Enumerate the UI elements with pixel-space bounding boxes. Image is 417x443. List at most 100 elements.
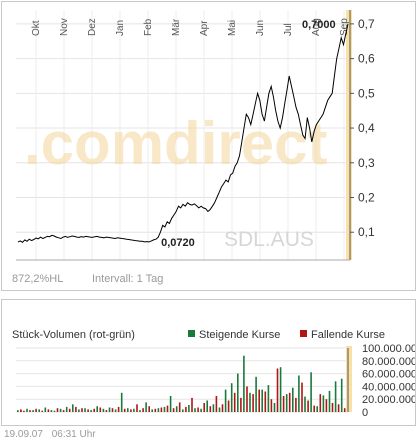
volume-bar-up — [90, 410, 92, 412]
volume-bar-up — [84, 408, 86, 412]
y-tick-label: 20.000.000 — [362, 394, 415, 406]
volume-bar-up — [328, 390, 331, 412]
volume-bar-up — [17, 410, 19, 412]
volume-bar-up — [72, 404, 74, 412]
volume-bar-down — [68, 408, 71, 412]
volume-bar-up — [194, 408, 196, 412]
month-label: Jul — [283, 23, 294, 36]
volume-bar-down — [337, 404, 340, 412]
volume-bar-down — [282, 396, 285, 412]
volume-bar-up — [175, 406, 178, 412]
price-chart: 0,7 0,6 0,5 0,4 0,3 0,2 0,1 Okt Nov Dez Jan Feb Mär A… — [12, 10, 375, 285]
volume-bar-down — [307, 400, 309, 412]
volume-bar-up — [273, 403, 276, 412]
volume-bar-up — [114, 409, 117, 412]
volume-bar-down — [221, 404, 224, 412]
y-tick-label: 60.000.000 — [362, 369, 415, 381]
volume-bar-up — [139, 410, 141, 412]
volume-bar-up — [157, 408, 160, 412]
volume-bar-down — [29, 410, 31, 412]
volume-bar-up — [316, 406, 318, 412]
volume-bar-up — [96, 406, 98, 412]
watermark: .comdirect — [24, 110, 327, 177]
volume-bar-down — [142, 408, 144, 412]
month-label: Jun — [255, 20, 266, 36]
volume-bar-down — [191, 397, 193, 412]
low-price-label: 0,0720 — [161, 237, 195, 249]
volume-bar-down — [319, 394, 322, 412]
volume-bar-down — [47, 409, 50, 412]
volume-bar-down — [331, 403, 334, 412]
volume-bar-up — [261, 389, 263, 412]
volume-bar-down — [203, 403, 205, 412]
interval-label: Intervall: 1 Tag — [92, 273, 163, 285]
volume-bar-down — [123, 408, 126, 412]
volume-bar-up — [145, 402, 147, 412]
footer-timestamp: 19.09.07 06:31 Uhr — [4, 429, 102, 440]
volume-bar-down — [215, 396, 218, 412]
month-label: Mär — [171, 18, 182, 36]
volume-bar-down — [313, 405, 315, 412]
current-period-highlight — [346, 346, 352, 412]
volume-bar-up — [322, 395, 325, 412]
volume-bar-up — [285, 394, 288, 412]
volume-bar-up — [50, 410, 53, 412]
volume-bar-down — [209, 406, 212, 412]
month-label: Mai — [227, 20, 238, 36]
volume-bar-down — [154, 408, 157, 412]
volume-bar-up — [218, 407, 221, 412]
volume-bar-down — [252, 394, 254, 412]
y-tick-label: 0 — [362, 407, 368, 419]
volume-bar-down — [81, 408, 83, 412]
month-label: Dez — [87, 18, 98, 36]
month-label: Nov — [59, 18, 70, 36]
volume-bar-down — [23, 410, 25, 412]
volume-bar-up — [65, 406, 68, 412]
volume-bar-down — [99, 407, 102, 412]
volume-bar-up — [38, 409, 40, 412]
volume-bar-up — [206, 400, 208, 412]
month-label: Aug — [311, 18, 322, 36]
y-tick-label: 0,5 — [358, 86, 375, 100]
y-tick-label: 0,3 — [358, 156, 375, 170]
volume-bar-up — [243, 355, 245, 412]
volume-bar-down — [172, 408, 175, 412]
y-tick-label: 100.000.000 — [362, 343, 415, 355]
volume-bar-up — [200, 408, 202, 412]
volume-bar-up — [78, 409, 80, 412]
volume-bar-up — [133, 408, 135, 412]
y-tick-label: 80.000.000 — [362, 356, 415, 368]
footer-time: 06:31 Uhr — [51, 429, 96, 440]
volume-bar-up — [188, 405, 190, 412]
volume-bar-up — [26, 408, 28, 412]
volume-bar-down — [20, 409, 22, 412]
volume-bar-down — [62, 410, 65, 412]
volume-bar-down — [93, 408, 95, 412]
volume-chart: Stück-Volumen (rot-grün) Steigende Kurse F… — [12, 329, 417, 419]
volume-bar-up — [108, 407, 111, 412]
performance-label: 872,2%HL — [12, 273, 63, 285]
symbol-watermark: SDL.AUS — [224, 228, 314, 251]
volume-bar-down — [270, 399, 273, 412]
volume-bar-up — [182, 409, 184, 412]
month-label: Jan — [115, 20, 126, 36]
volume-title: Stück-Volumen (rot-grün) — [12, 329, 135, 341]
volume-bar-down — [276, 368, 279, 412]
volume-bar-up — [255, 376, 257, 412]
volume-bar-up — [224, 389, 227, 412]
volume-bar-down — [160, 407, 163, 412]
legend-label: Fallende Kurse — [311, 329, 385, 341]
volume-bar-up — [292, 387, 294, 412]
volume-bar-up — [212, 404, 215, 412]
volume-bar-down — [185, 406, 187, 412]
legend-label: Steigende Kurse — [199, 329, 280, 341]
month-label: Feb — [143, 18, 154, 36]
volume-bar-up — [169, 396, 172, 412]
volume-bar-up — [230, 383, 233, 412]
month-label: Sep — [339, 18, 350, 36]
volume-bar-up — [120, 392, 123, 412]
volume-bar-down — [197, 407, 199, 412]
last-price-label: 0,7000 — [302, 19, 336, 31]
volume-bar-up — [44, 407, 47, 412]
volume-bar-up — [267, 385, 270, 412]
